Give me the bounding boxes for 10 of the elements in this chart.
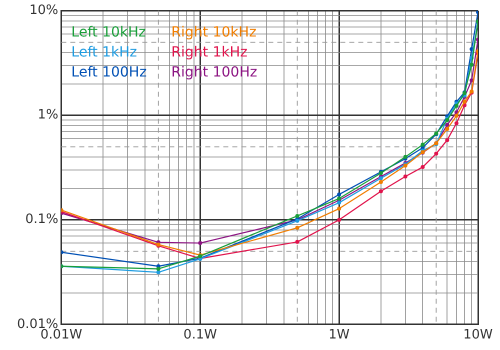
y-tick-label: 1% [38, 108, 58, 123]
text: Right 10kHz [171, 24, 256, 40]
y-tick-label: 0.1% [25, 212, 58, 228]
x-tick-label: 0.1W [183, 328, 218, 343]
y-tick-label: 10% [29, 3, 58, 18]
x-tick-label: 1W [328, 328, 350, 343]
x-tick-label: 10W [463, 328, 493, 343]
text: Left 1kHz [71, 44, 137, 60]
text: Left 100Hz [71, 64, 147, 80]
text: Left 10kHz [71, 24, 146, 40]
